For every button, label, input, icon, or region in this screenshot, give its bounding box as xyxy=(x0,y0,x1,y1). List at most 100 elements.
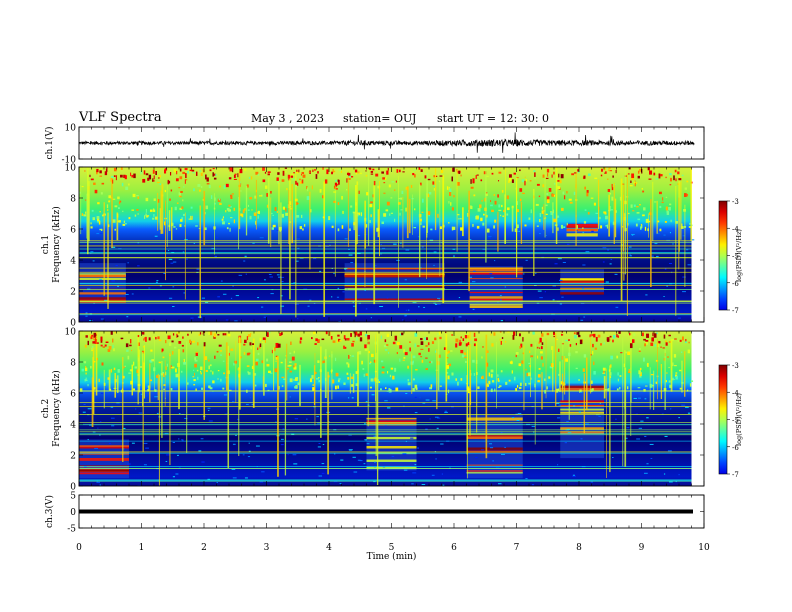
noise-speck xyxy=(197,376,199,380)
noise-speck xyxy=(630,180,632,184)
noise-speck xyxy=(181,206,184,209)
noise-speck xyxy=(618,331,621,334)
noise-speck xyxy=(437,417,441,419)
noise-speck xyxy=(522,192,525,195)
noise-speck xyxy=(681,174,684,177)
noise-speck xyxy=(148,174,152,180)
noise-speck xyxy=(90,365,92,369)
noise-speck xyxy=(536,225,539,227)
noise-speck xyxy=(515,354,517,358)
noise-speck xyxy=(448,222,450,224)
noise-speck xyxy=(188,218,192,220)
noise-speck xyxy=(90,334,94,337)
y-axis-label: ch.1(V) xyxy=(44,127,55,160)
noise-speck xyxy=(228,177,232,180)
noise-speck xyxy=(277,180,280,184)
noise-speck xyxy=(357,171,360,174)
noise-speck xyxy=(542,184,545,188)
noise-speck xyxy=(268,370,271,374)
noise-speck xyxy=(183,186,185,188)
noise-speck xyxy=(216,350,219,353)
noise-speck xyxy=(295,201,298,206)
noise-speck xyxy=(572,475,576,477)
noise-speck xyxy=(235,434,237,436)
colorbar-label: log(PSD)(V²/Hz) xyxy=(735,393,743,446)
noise-speck xyxy=(369,386,372,389)
noise-speck xyxy=(519,382,522,387)
noise-speck xyxy=(674,364,677,367)
noise-speck xyxy=(313,258,317,260)
noise-speck xyxy=(433,175,436,178)
noise-speck xyxy=(263,316,267,318)
noise-speck xyxy=(333,191,337,193)
noise-speck xyxy=(293,350,296,354)
noise-speck xyxy=(543,217,546,220)
noise-speck xyxy=(370,170,374,173)
noise-speck xyxy=(162,356,165,359)
noise-speck xyxy=(164,221,166,226)
noise-speck xyxy=(535,272,537,274)
noise-speck xyxy=(178,192,181,196)
noise-speck xyxy=(642,214,645,217)
noise-speck xyxy=(351,376,354,380)
noise-speck xyxy=(647,220,651,223)
noise-speck xyxy=(338,378,341,380)
noise-speck xyxy=(615,306,619,308)
noise-speck xyxy=(108,195,112,199)
noise-speck xyxy=(231,167,234,173)
noise-speck xyxy=(503,209,505,213)
noise-speck xyxy=(281,179,285,182)
noise-speck xyxy=(337,385,339,389)
noise-speck xyxy=(208,184,211,189)
noise-speck xyxy=(438,180,440,183)
noise-speck xyxy=(583,316,586,318)
noise-speck xyxy=(481,199,483,202)
noise-speck xyxy=(611,196,614,201)
noise-speck xyxy=(492,460,495,462)
noise-speck xyxy=(296,238,301,240)
noise-speck xyxy=(635,223,638,227)
noise-speck xyxy=(467,342,470,346)
noise-speck xyxy=(170,388,173,391)
noise-speck xyxy=(312,384,314,386)
noise-speck xyxy=(163,388,166,390)
noise-speck xyxy=(613,334,616,339)
noise-speck xyxy=(489,273,493,275)
noise-speck xyxy=(172,441,176,443)
noise-speck xyxy=(350,205,353,208)
noise-speck xyxy=(277,343,281,348)
noise-speck xyxy=(354,169,358,173)
noise-speck xyxy=(227,333,231,337)
noise-speck xyxy=(321,463,325,465)
noise-speck xyxy=(215,173,217,176)
noise-speck xyxy=(557,464,559,466)
noise-speck xyxy=(351,343,354,347)
noise-speck xyxy=(194,357,197,361)
noise-speck xyxy=(352,456,356,458)
noise-speck xyxy=(302,174,306,178)
noise-speck xyxy=(294,303,299,305)
noise-speck xyxy=(133,173,136,179)
noise-speck xyxy=(322,195,324,199)
noise-speck xyxy=(627,371,631,373)
noise-speck xyxy=(247,371,250,373)
noise-speck xyxy=(205,174,207,180)
noise-speck xyxy=(522,352,525,355)
noise-speck xyxy=(665,342,668,346)
noise-speck xyxy=(177,454,179,456)
noise-speck xyxy=(537,355,539,359)
noise-speck xyxy=(131,293,134,295)
noise-speck xyxy=(155,375,159,378)
noise-speck xyxy=(146,215,150,217)
noise-speck xyxy=(542,362,544,367)
noise-speck xyxy=(476,215,479,219)
noise-speck xyxy=(637,397,641,399)
noise-speck xyxy=(556,338,558,340)
noise-speck xyxy=(99,175,103,177)
noise-speck xyxy=(165,454,170,456)
noise-speck xyxy=(607,188,611,192)
noise-speck xyxy=(176,170,178,175)
noise-speck xyxy=(172,333,175,336)
noise-speck xyxy=(437,213,439,218)
noise-speck xyxy=(476,174,479,176)
